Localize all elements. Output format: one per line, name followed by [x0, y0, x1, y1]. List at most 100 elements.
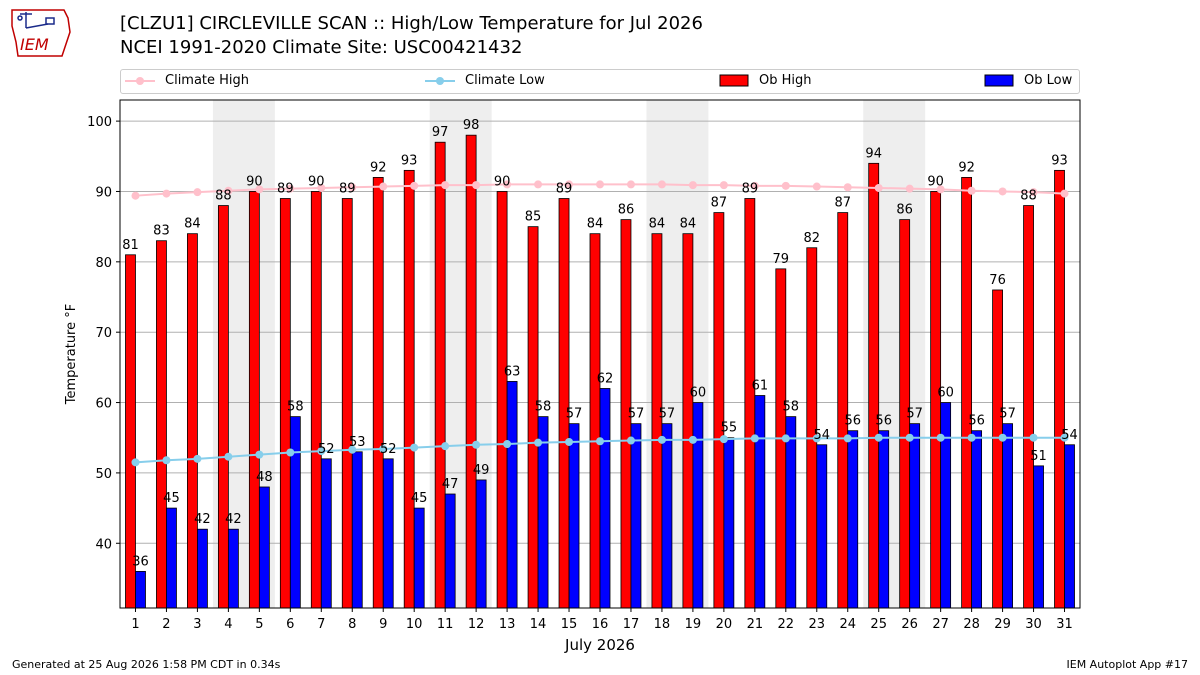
climate-low-point [688, 435, 697, 444]
legend-item-climate-low: Climate Low [425, 73, 545, 88]
climate-low-point [812, 434, 821, 443]
ob-high-value-label: 92 [370, 160, 387, 175]
ob-high-value-label: 86 [896, 203, 913, 218]
x-tick-label: 4 [224, 617, 232, 632]
ob-low-value-label: 57 [999, 407, 1016, 422]
x-tick-label: 7 [317, 617, 325, 632]
ob-low-value-label: 36 [132, 554, 149, 569]
ob-high-bar [187, 233, 198, 609]
x-tick-label: 1 [131, 617, 139, 632]
climate-high-point [286, 184, 295, 193]
ob-high-bar [1054, 169, 1065, 609]
climate-high-point [719, 181, 728, 190]
climate-low-point [162, 456, 171, 465]
y-tick-label: 90 [95, 185, 112, 200]
ob-low-value-label: 55 [721, 421, 738, 436]
ob-high-bar [465, 134, 477, 609]
ob-low-value-label: 53 [349, 435, 366, 450]
ob-low-value-label: 51 [1030, 449, 1047, 464]
climate-low-point [379, 444, 388, 453]
ob-high-value-label: 89 [277, 182, 294, 197]
page-title: [CLZU1] CIRCLEVILLE SCAN :: High/Low Tem… [120, 13, 703, 34]
climate-low-point [286, 448, 295, 457]
ob-high-bar [558, 198, 570, 609]
climate-low-point [1060, 433, 1069, 442]
x-tick-label: 27 [932, 617, 949, 632]
ob-low-bar [692, 402, 704, 609]
ob-high-bar [961, 176, 973, 609]
x-tick-label: 28 [963, 617, 980, 632]
ob-low-bar [258, 486, 270, 609]
x-tick-label: 8 [348, 617, 356, 632]
ob-low-value-label: 47 [442, 477, 459, 492]
ob-low-value-label: 57 [906, 407, 923, 422]
ob-high-value-label: 87 [711, 196, 728, 211]
x-tick-label: 9 [379, 617, 387, 632]
ob-low-bar [971, 430, 983, 609]
ob-high-bar [156, 240, 167, 609]
climate-high-point [503, 180, 512, 189]
climate-high-point [410, 181, 419, 190]
ob-low-bar [197, 528, 208, 609]
ob-low-bar [1033, 465, 1044, 609]
ob-low-value-label: 45 [163, 491, 180, 506]
ob-low-value-label: 56 [968, 414, 985, 429]
climate-low-point [967, 433, 976, 442]
x-tick-label: 5 [255, 617, 263, 632]
x-tick-label: 23 [809, 617, 826, 632]
ob-low-value-label: 42 [194, 512, 211, 527]
climate-high-point [317, 183, 326, 192]
climate-high-line-swatch [125, 76, 155, 85]
legend-label-climate-low: Climate Low [465, 73, 545, 88]
x-tick-label: 6 [286, 617, 294, 632]
ob-high-bar [992, 289, 1003, 609]
legend-label-ob-high: Ob High [759, 73, 812, 88]
ob-high-value-label: 89 [556, 182, 573, 197]
climate-low-point [936, 433, 945, 442]
ob-high-value-label: 92 [958, 160, 975, 175]
ob-low-bar [785, 416, 797, 609]
x-tick-label: 3 [193, 617, 201, 632]
climate-high-point [657, 180, 666, 189]
climate-low-point [719, 435, 728, 444]
ob-low-bar [847, 430, 859, 609]
ob-high-value-label: 89 [339, 182, 356, 197]
x-tick-label: 31 [1056, 617, 1073, 632]
ob-low-value-label: 57 [659, 407, 676, 422]
ob-high-value-label: 94 [865, 146, 882, 161]
climate-high-point [936, 185, 945, 194]
ob-low-bar [661, 423, 673, 609]
x-axis-label: July 2026 [564, 636, 635, 654]
ob-low-value-label: 45 [411, 491, 428, 506]
ob-low-value-label: 58 [783, 400, 800, 415]
page-subtitle: NCEI 1991-2020 Climate Site: USC00421432 [120, 37, 523, 58]
ob-low-bar-swatch [984, 74, 1014, 86]
ob-low-bar [599, 388, 611, 609]
x-tick-label: 26 [901, 617, 918, 632]
climate-high-point [781, 181, 790, 190]
ob-high-value-label: 84 [184, 217, 201, 232]
x-tick-label: 14 [530, 617, 547, 632]
legend-item-climate-high: Climate High [125, 73, 249, 88]
app-credit: IEM Autoplot App #17 [1066, 658, 1189, 671]
x-tick-label: 13 [499, 617, 516, 632]
climate-low-line-swatch [425, 76, 455, 85]
climate-low-point [905, 433, 914, 442]
ob-low-value-label: 57 [628, 407, 645, 422]
climate-low-point [472, 440, 481, 449]
y-tick-label: 80 [95, 256, 112, 271]
climate-low-point [874, 433, 883, 442]
climate-low-point [410, 443, 419, 452]
climate-low-point [781, 434, 790, 443]
ob-high-value-label: 85 [525, 210, 542, 225]
ob-high-bar [527, 226, 539, 609]
climate-high-point [565, 180, 574, 189]
climate-low-point [1029, 433, 1038, 442]
climate-high-point [131, 191, 140, 200]
ob-high-value-label: 90 [308, 174, 325, 189]
ob-low-bar [475, 479, 487, 609]
ob-high-value-label: 90 [494, 174, 511, 189]
climate-high-point [472, 181, 481, 190]
climate-high-point [193, 188, 202, 197]
svg-text:IEM: IEM [20, 35, 49, 54]
